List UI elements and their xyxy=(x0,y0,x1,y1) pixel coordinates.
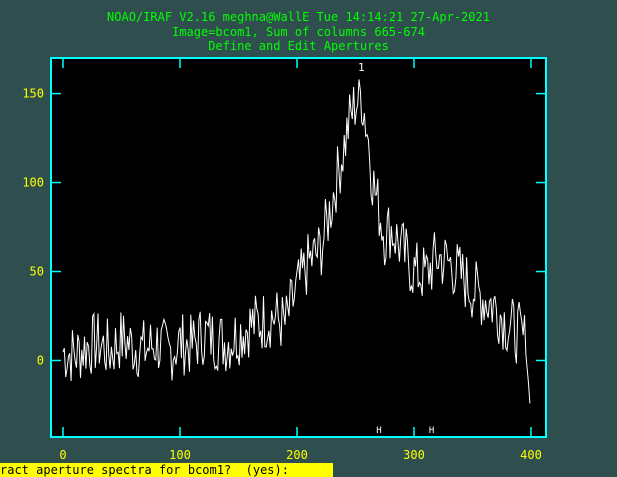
y-tick-label: 100 xyxy=(22,176,44,190)
x-tick-label: 0 xyxy=(59,448,66,462)
x-tick-label: 200 xyxy=(286,448,308,462)
aperture-lower-marker: H xyxy=(376,426,381,436)
spectrum-plot[interactable]: 0 100 200 300 400 0 50 100 150 1 H H xyxy=(0,0,617,463)
y-tick-label: 150 xyxy=(22,87,44,101)
x-tick-label: 300 xyxy=(403,448,425,462)
irafgraph-window[interactable]: NOAO/IRAF V2.16 meghna@WallE Tue 14:14:2… xyxy=(0,0,617,463)
plot-frame xyxy=(50,57,547,438)
title-line-2: Image=bcom1, Sum of columns 665-674 xyxy=(172,25,425,39)
y-tick-label: 0 xyxy=(37,353,44,367)
aperture-upper-marker: H xyxy=(429,426,434,436)
title-line-3: Define and Edit Apertures xyxy=(208,39,389,53)
title-line-1: NOAO/IRAF V2.16 meghna@WallE Tue 14:14:2… xyxy=(107,10,490,24)
aperture-label: 1 xyxy=(358,61,365,74)
spectrum-line xyxy=(62,79,531,404)
x-tick-label: 400 xyxy=(520,448,542,462)
y-tick-label: 50 xyxy=(30,265,44,279)
x-tick-label: 100 xyxy=(169,448,191,462)
status-prompt[interactable]: ract aperture spectra for bcom1? (yes): xyxy=(0,463,333,477)
